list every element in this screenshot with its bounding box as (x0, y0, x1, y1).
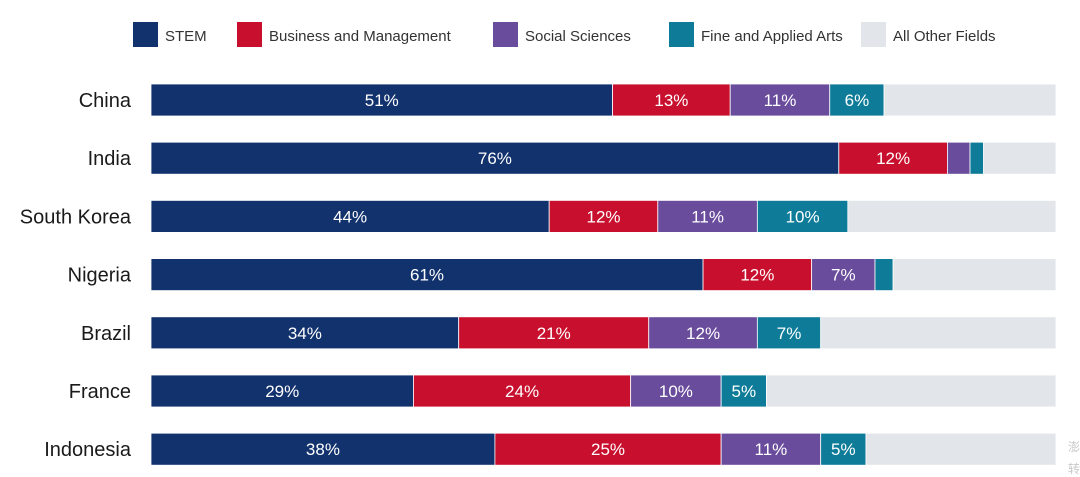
bar-indonesia-all-other-fields (865, 432, 1057, 466)
data-label-south-korea-business-and-management: 12% (586, 207, 620, 226)
legend-label-fine-and-applied-arts: Fine and Applied Arts (701, 28, 843, 45)
legend-swatch-social-sciences (493, 22, 518, 47)
bar-brazil-stem (150, 316, 460, 350)
bar-south-korea-fine-and-applied-arts (756, 199, 849, 233)
watermark-char-2: 转 (1067, 462, 1080, 476)
data-label-china-fine-and-applied-arts: 6% (845, 91, 870, 110)
watermark-char-1: 澎 (1067, 440, 1080, 454)
bar-china-all-other-fields (883, 83, 1057, 117)
data-label-nigeria-social-sciences: 7% (831, 266, 856, 285)
data-label-nigeria-stem: 61% (410, 266, 444, 285)
bar-south-korea-business-and-management (548, 199, 659, 233)
bar-south-korea-social-sciences (657, 199, 758, 233)
data-label-brazil-stem: 34% (288, 324, 322, 343)
bar-brazil-social-sciences (648, 316, 758, 350)
bar-china-business-and-management (612, 83, 731, 117)
data-label-brazil-social-sciences: 12% (686, 324, 720, 343)
chart-bars: China 51% 13% 11% 6% India 76% 12% South Korea 44… (20, 83, 1057, 466)
bar-india-fine-and-applied-arts (969, 141, 985, 175)
category-label-nigeria: Nigeria (68, 265, 132, 287)
bar-india-stem (150, 141, 840, 175)
category-label-india: India (88, 148, 132, 170)
legend-swatch-fine-and-applied-arts (669, 22, 694, 47)
bar-nigeria-fine-and-applied-arts (874, 258, 894, 292)
legend-swatch-stem (133, 22, 158, 47)
legend-label-stem: STEM (165, 28, 207, 45)
bar-india-social-sciences (947, 141, 971, 175)
data-label-india-business-and-management: 12% (876, 149, 910, 168)
category-label-china: China (79, 90, 132, 112)
category-label-south-korea: South Korea (20, 206, 132, 228)
data-label-china-social-sciences: 11% (764, 91, 797, 110)
data-label-brazil-fine-and-applied-arts: 7% (777, 324, 802, 343)
bar-south-korea-stem (150, 199, 550, 233)
category-label-brazil: Brazil (81, 323, 131, 345)
data-label-indonesia-business-and-management: 25% (591, 440, 625, 459)
data-label-south-korea-fine-and-applied-arts: 10% (786, 207, 820, 226)
data-label-france-business-and-management: 24% (505, 382, 539, 401)
chart-legend: STEM Business and Management Social Scienc… (133, 22, 996, 47)
bar-france-stem (150, 374, 414, 408)
data-label-brazil-business-and-management: 21% (537, 324, 571, 343)
legend-label-social-sciences: Social Sciences (525, 28, 631, 45)
category-label-france: France (69, 381, 131, 403)
bar-india-all-other-fields (983, 141, 1057, 175)
bar-india-business-and-management (838, 141, 948, 175)
bar-brazil-fine-and-applied-arts (756, 316, 822, 350)
data-label-south-korea-social-sciences: 11% (691, 207, 724, 226)
data-label-india-stem: 76% (478, 149, 512, 168)
bar-france-fine-and-applied-arts (720, 374, 767, 408)
data-label-indonesia-social-sciences: 11% (755, 440, 788, 459)
data-label-indonesia-fine-and-applied-arts: 5% (831, 440, 856, 459)
bar-nigeria-business-and-management (702, 258, 813, 292)
bar-china-social-sciences (729, 83, 831, 117)
category-label-indonesia: Indonesia (44, 439, 132, 461)
legend-swatch-all-other-fields (861, 22, 886, 47)
data-label-south-korea-stem: 44% (333, 207, 367, 226)
data-label-france-social-sciences: 10% (659, 382, 693, 401)
bar-france-all-other-fields (766, 374, 1057, 408)
bar-south-korea-all-other-fields (847, 199, 1057, 233)
bar-indonesia-fine-and-applied-arts (820, 432, 867, 466)
bar-france-business-and-management (413, 374, 632, 408)
bar-indonesia-stem (150, 432, 496, 466)
data-label-china-business-and-management: 13% (654, 91, 688, 110)
data-label-indonesia-stem: 38% (306, 440, 340, 459)
bar-france-social-sciences (630, 374, 722, 408)
bar-nigeria-all-other-fields (892, 258, 1057, 292)
bar-brazil-all-other-fields (820, 316, 1057, 350)
data-label-china-stem: 51% (365, 91, 399, 110)
legend-label-business-and-management: Business and Management (269, 28, 452, 45)
legend-swatch-business-and-management (237, 22, 262, 47)
data-label-nigeria-business-and-management: 12% (740, 266, 774, 285)
bar-nigeria-social-sciences (811, 258, 876, 292)
bar-china-stem (150, 83, 613, 117)
legend-label-all-other-fields: All Other Fields (893, 28, 996, 45)
bar-indonesia-business-and-management (494, 432, 722, 466)
data-label-france-stem: 29% (265, 382, 299, 401)
data-label-france-fine-and-applied-arts: 5% (731, 382, 756, 401)
